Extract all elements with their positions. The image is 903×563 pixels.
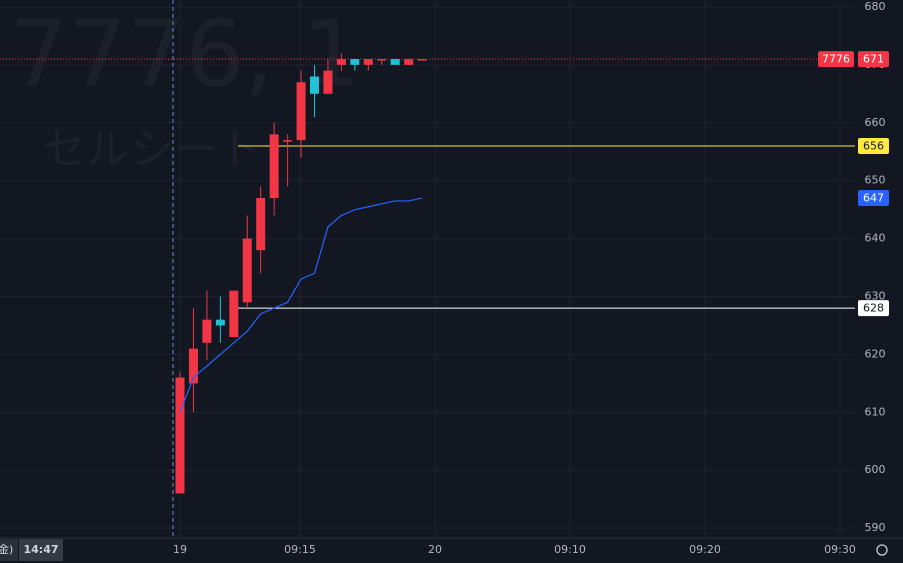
candle-body (215, 319, 225, 326)
y-tick-label: 660 (865, 116, 886, 129)
price-tag (858, 51, 889, 68)
x-tick-label: 09:30 (824, 543, 856, 556)
candle-body (390, 59, 400, 65)
ma-line (179, 197, 423, 413)
candle-body (283, 140, 293, 142)
candle-body (202, 319, 212, 343)
x-tick-label: 09:10 (554, 543, 586, 556)
candle-body (229, 290, 239, 338)
settings-icon[interactable] (876, 544, 888, 556)
price-tag (858, 300, 889, 317)
price-tag-label: 647 (863, 192, 884, 205)
y-tick-label: 630 (865, 290, 886, 303)
candle-body (310, 76, 319, 94)
candle-body (242, 238, 252, 303)
cursor-day: 金) (0, 542, 13, 556)
y-tick-label: 680 (865, 0, 886, 13)
candle-body (175, 377, 185, 494)
candle-body (188, 348, 198, 384)
x-tick-label: 19 (173, 543, 187, 556)
symbol-tag-label: 7776 (822, 53, 850, 66)
day-box (0, 539, 18, 561)
candle-body (404, 59, 414, 65)
y-tick-label: 610 (865, 405, 886, 418)
x-tick-label: 09:20 (689, 543, 721, 556)
candle-body (269, 134, 279, 199)
candle-body (350, 59, 360, 65)
watermark-sub: セルシート (42, 124, 262, 175)
price-tag-label: 671 (863, 53, 884, 66)
candle-body (363, 59, 373, 65)
x-tick-label: 20 (428, 543, 442, 556)
candle-body (417, 59, 427, 61)
candle-body (377, 59, 387, 61)
price-tag-label: 656 (863, 139, 884, 152)
y-tick-label: 590 (865, 521, 886, 534)
price-tag (858, 190, 889, 207)
symbol-tag (818, 51, 854, 68)
candle-body (336, 59, 346, 65)
price-tag-label: 628 (863, 302, 884, 315)
candle-body (256, 198, 266, 251)
time-box (19, 539, 63, 561)
price-tag (858, 137, 889, 154)
candle-body (296, 82, 306, 141)
y-tick-label: 650 (865, 174, 886, 187)
plot (0, 53, 855, 494)
y-tick-label: 640 (865, 232, 886, 245)
watermark: 7776, 1 (10, 0, 361, 107)
x-tick-label: 09:15 (284, 543, 316, 556)
cursor-time: 14:47 (23, 543, 58, 556)
y-tick-label: 600 (865, 463, 886, 476)
y-tick-label: 620 (865, 347, 886, 360)
candle-body (323, 70, 333, 94)
